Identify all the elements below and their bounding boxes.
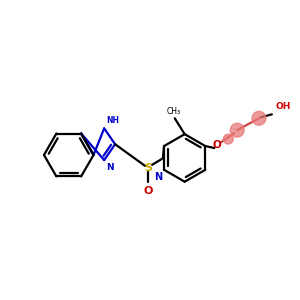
Circle shape — [223, 134, 233, 144]
Circle shape — [230, 123, 244, 137]
Text: CH₃: CH₃ — [167, 107, 181, 116]
Text: O: O — [213, 140, 222, 150]
Circle shape — [252, 111, 266, 125]
Text: NH: NH — [106, 116, 119, 125]
Text: N: N — [106, 163, 114, 172]
Text: OH: OH — [276, 102, 291, 111]
Text: N: N — [154, 172, 162, 182]
Text: O: O — [143, 186, 153, 196]
Text: S: S — [144, 163, 152, 173]
